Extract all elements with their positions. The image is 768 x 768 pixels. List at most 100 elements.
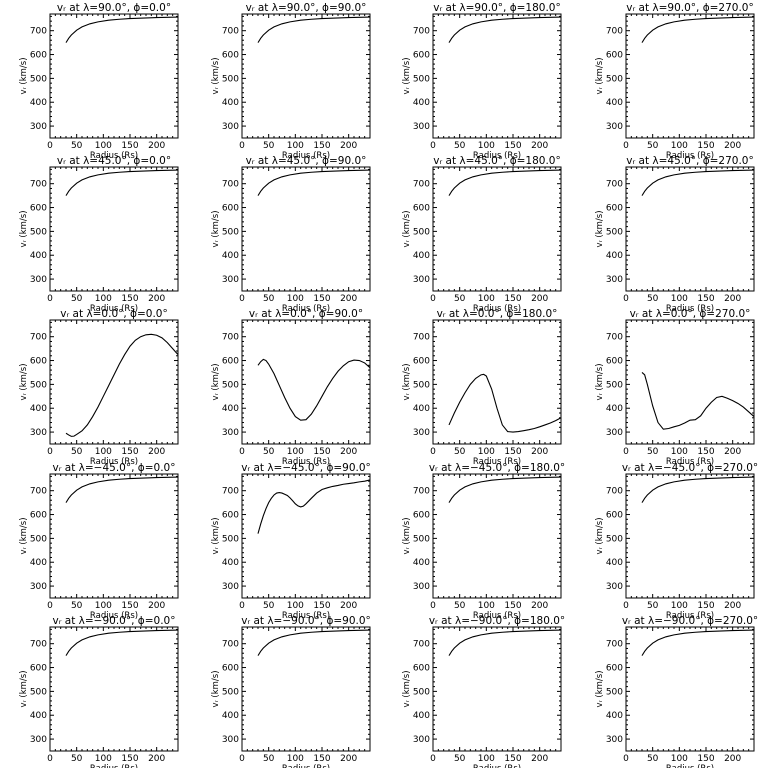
x-tick-label: 200 <box>340 601 357 611</box>
plot-frame <box>241 626 371 752</box>
y-tick-label: 300 <box>413 122 430 132</box>
x-tick-label: 100 <box>95 141 112 151</box>
x-tick-label: 0 <box>430 754 436 764</box>
plot-frame <box>625 166 755 292</box>
plot-frame <box>241 319 371 445</box>
x-tick-label: 0 <box>239 754 245 764</box>
panel-17: vᵣ at λ=−90.0°, ϕ=0.0° 0 50 100 150 200 300 400… <box>19 615 179 768</box>
panel-3: vᵣ at λ=90.0°, ϕ=180.0° 0 50 100 150 200 300 40… <box>402 2 562 161</box>
y-tick-label: 600 <box>606 204 623 214</box>
x-tick-label: 100 <box>478 601 495 611</box>
y-axis-label: vᵣ (km/s) <box>402 210 412 247</box>
x-axis-label: Radius (Rs) <box>282 457 330 467</box>
x-tick-label: 50 <box>454 601 466 611</box>
plot-frame <box>432 166 562 292</box>
y-tick-label: 600 <box>30 664 47 674</box>
y-axis-label: vᵣ (km/s) <box>19 57 29 94</box>
y-tick-label: 300 <box>606 735 623 745</box>
x-axis-label: Radius (Rs) <box>90 304 138 314</box>
panel-title: vᵣ at λ=−45.0°, ϕ=270.0° <box>622 462 758 474</box>
panel-title: vᵣ at λ=0.0°, ϕ=0.0° <box>60 308 167 320</box>
y-tick-label: 500 <box>413 534 430 544</box>
y-tick-label: 700 <box>30 333 47 343</box>
x-tick-label: 0 <box>47 141 53 151</box>
y-axis-label: vᵣ (km/s) <box>19 517 29 554</box>
x-axis-label: Radius (Rs) <box>666 611 714 621</box>
y-tick-label: 600 <box>30 51 47 61</box>
x-tick-label: 150 <box>121 601 138 611</box>
panel-13: vᵣ at λ=−45.0°, ϕ=0.0° 0 50 100 150 200 300 400… <box>19 462 179 621</box>
x-tick-label: 50 <box>263 294 275 304</box>
y-tick-label: 600 <box>222 204 239 214</box>
y-tick-label: 700 <box>30 180 47 190</box>
plot-frame <box>49 13 179 139</box>
x-tick-label: 50 <box>71 754 83 764</box>
y-axis-label: vᵣ (km/s) <box>595 670 605 707</box>
x-tick-label: 150 <box>697 447 714 457</box>
x-tick-label: 0 <box>623 141 629 151</box>
panel-title: vᵣ at λ=90.0°, ϕ=270.0° <box>626 2 754 14</box>
plot-frame <box>49 166 179 292</box>
y-tick-label: 700 <box>413 27 430 37</box>
x-tick-label: 150 <box>697 294 714 304</box>
x-tick-label: 100 <box>95 447 112 457</box>
x-tick-label: 200 <box>531 754 548 764</box>
y-tick-label: 500 <box>606 380 623 390</box>
y-tick-label: 700 <box>606 640 623 650</box>
y-axis-label: vᵣ (km/s) <box>402 670 412 707</box>
y-tick-label: 400 <box>222 404 239 414</box>
panel-title: vᵣ at λ=−45.0°, ϕ=0.0° <box>53 462 176 474</box>
y-tick-label: 500 <box>413 687 430 697</box>
y-axis-label: vᵣ (km/s) <box>402 517 412 554</box>
x-tick-label: 100 <box>478 447 495 457</box>
x-tick-label: 150 <box>504 754 521 764</box>
x-tick-label: 0 <box>47 294 53 304</box>
panel-18: vᵣ at λ=−90.0°, ϕ=90.0° 0 50 100 150 200 300 40… <box>211 615 371 768</box>
y-axis-label: vᵣ (km/s) <box>402 57 412 94</box>
x-axis-label: Radius (Rs) <box>90 764 138 768</box>
x-tick-label: 0 <box>430 447 436 457</box>
panel-4: vᵣ at λ=90.0°, ϕ=270.0° 0 50 100 150 200 300 40… <box>595 2 755 161</box>
plot-frame <box>241 13 371 139</box>
x-tick-label: 0 <box>239 447 245 457</box>
panel-title: vᵣ at λ=90.0°, ϕ=0.0° <box>57 2 171 14</box>
x-tick-label: 100 <box>478 294 495 304</box>
x-tick-label: 100 <box>95 601 112 611</box>
panel-title: vᵣ at λ=45.0°, ϕ=0.0° <box>57 155 171 167</box>
panel-title: vᵣ at λ=0.0°, ϕ=270.0° <box>630 308 751 320</box>
y-axis-label: vᵣ (km/s) <box>19 670 29 707</box>
y-tick-label: 400 <box>222 558 239 568</box>
plot-frame <box>625 626 755 752</box>
panel-11: vᵣ at λ=0.0°, ϕ=180.0° 0 50 100 150 200 300 400… <box>402 308 562 467</box>
x-tick-label: 200 <box>531 141 548 151</box>
y-tick-label: 600 <box>606 51 623 61</box>
panel-title: vᵣ at λ=90.0°, ϕ=90.0° <box>246 2 367 14</box>
x-tick-label: 150 <box>313 601 330 611</box>
plot-frame <box>49 319 179 445</box>
series-line <box>65 16 179 43</box>
x-axis-label: Radius (Rs) <box>90 151 138 161</box>
x-tick-label: 100 <box>478 754 495 764</box>
panel-14: vᵣ at λ=−45.0°, ϕ=90.0° 0 50 100 150 200 300 40… <box>211 462 371 621</box>
y-tick-label: 600 <box>222 511 239 521</box>
x-axis-label: Radius (Rs) <box>90 457 138 467</box>
y-tick-label: 500 <box>30 380 47 390</box>
series-line <box>257 358 371 421</box>
y-axis-label: vᵣ (km/s) <box>211 57 221 94</box>
x-axis-label: Radius (Rs) <box>473 151 521 161</box>
x-tick-label: 0 <box>239 141 245 151</box>
y-tick-label: 500 <box>413 74 430 84</box>
x-tick-label: 200 <box>148 141 165 151</box>
plot-frame <box>432 473 562 599</box>
x-tick-label: 200 <box>531 447 548 457</box>
y-tick-label: 400 <box>413 98 430 108</box>
y-tick-label: 300 <box>413 275 430 285</box>
x-tick-label: 100 <box>287 601 304 611</box>
x-axis-label: Radius (Rs) <box>90 611 138 621</box>
y-tick-label: 600 <box>606 357 623 367</box>
panel-2: vᵣ at λ=90.0°, ϕ=90.0° 0 50 100 150 200 300 400… <box>211 2 371 161</box>
y-axis-label: vᵣ (km/s) <box>211 517 221 554</box>
x-axis-label: Radius (Rs) <box>473 304 521 314</box>
x-tick-label: 0 <box>623 601 629 611</box>
x-tick-label: 0 <box>47 601 53 611</box>
